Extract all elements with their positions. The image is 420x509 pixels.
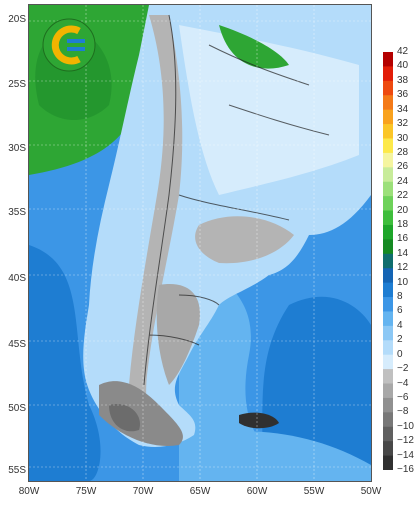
colorbar-segment: [383, 426, 393, 442]
land-pale-north: [179, 25, 359, 195]
lat-label-20s: 20S: [8, 14, 26, 25]
graticule: [29, 5, 371, 481]
colorbar-tick-label: 14: [397, 247, 409, 259]
lon-label-50w: 50W: [360, 486, 382, 497]
colorbar-tick-label: −2: [397, 363, 409, 375]
colorbar-tick-label: −4: [397, 377, 409, 389]
colorbar-segment: [383, 52, 393, 67]
c-logo-icon: [42, 18, 96, 72]
colorbar-segment: [383, 253, 393, 269]
colorbar-tick-label: 6: [397, 305, 403, 317]
colorbar-tick-label: −10: [397, 420, 414, 432]
colorbar-tick-label: 42: [397, 46, 409, 57]
colorbar-segment: [383, 239, 393, 255]
colorbar-segment: [383, 268, 393, 284]
colorbar-tick-label: 0: [397, 348, 403, 360]
colorbar-segment: [383, 354, 393, 370]
ocean-deep-band: [29, 245, 101, 481]
colorbar-tick-label: −14: [397, 449, 414, 461]
colorbar-tick-label: 16: [397, 233, 409, 245]
colorbar-segment: [383, 109, 393, 125]
colorbar-tick-label: 20: [397, 204, 409, 216]
colorbar-tick-label: −6: [397, 391, 409, 403]
colorbar-segment: [383, 369, 393, 385]
colorbar-tick-label: −8: [397, 406, 409, 418]
map-frame: [28, 4, 372, 482]
colorbar-segment: [383, 311, 393, 327]
lat-label-50s: 50S: [8, 403, 26, 414]
gray-south-tip: [99, 381, 183, 446]
colorbar-tick-label: 26: [397, 161, 409, 173]
colorbar-segment: [383, 138, 393, 154]
lat-label-25s: 25S: [8, 79, 26, 90]
colorbar-tick-label: 4: [397, 319, 403, 331]
country-borders: [143, 14, 330, 386]
colorbar-tick-label: 40: [397, 60, 409, 72]
colorbar-tick-label: 12: [397, 262, 409, 274]
ocean-light-south: [189, 431, 371, 481]
land-green-patch: [219, 25, 289, 69]
colorbar: [383, 52, 393, 470]
temperature-map: [29, 5, 371, 481]
colorbar-tick-label: 36: [397, 89, 409, 101]
colorbar-segment: [383, 80, 393, 96]
colorbar-segment: [383, 95, 393, 111]
lon-label-80w: 80W: [18, 486, 40, 497]
gray-pampas-zone: [195, 216, 294, 264]
colorbar-segment: [383, 441, 393, 457]
colorbar-segment: [383, 152, 393, 168]
colorbar-tick-label: 30: [397, 132, 409, 144]
colorbar-segment: [383, 340, 393, 356]
lat-label-55s: 55S: [8, 465, 26, 476]
colorbar-segment: [383, 397, 393, 413]
lon-label-75w: 75W: [75, 486, 97, 497]
lat-label-45s: 45S: [8, 339, 26, 350]
lat-label-40s: 40S: [8, 273, 26, 284]
colorbar-segment: [383, 167, 393, 183]
colorbar-tick-label: 28: [397, 146, 409, 158]
colorbar-tick-label: 10: [397, 276, 409, 288]
colorbar-tick-label: 2: [397, 334, 403, 346]
lon-label-70w: 70W: [132, 486, 154, 497]
lon-label-55w: 55W: [303, 486, 325, 497]
colorbar-segment: [383, 196, 393, 212]
colorbar-tick-label: −12: [397, 435, 414, 447]
colorbar-segment: [383, 383, 393, 399]
colorbar-segment: [383, 297, 393, 312]
gray-patagonia-zone: [156, 284, 200, 385]
colorbar-tick-label: 18: [397, 219, 409, 230]
colorbar-tick-label: −16: [397, 464, 414, 475]
colorbar-segment: [383, 66, 393, 82]
colorbar-tick-label: 32: [397, 118, 409, 130]
colorbar-tick-label: 8: [397, 291, 403, 302]
lat-label-30s: 30S: [8, 143, 26, 154]
lon-label-65w: 65W: [189, 486, 211, 497]
lon-label-60w: 60W: [246, 486, 268, 497]
colorbar-segment: [383, 412, 393, 428]
colorbar-tick-label: 22: [397, 190, 409, 202]
colorbar-segment: [383, 282, 393, 298]
colorbar-segment: [383, 124, 393, 139]
colorbar-segment: [383, 210, 393, 226]
colorbar-tick-label: 24: [397, 175, 409, 187]
lat-label-35s: 35S: [8, 207, 26, 218]
colorbar-tick-label: 38: [397, 74, 409, 86]
gray-andes-band: [128, 15, 183, 443]
colorbar-segment: [383, 224, 393, 240]
colorbar-tick-label: 34: [397, 103, 409, 115]
colorbar-segment: [383, 325, 393, 341]
colorbar-segment: [383, 455, 393, 470]
gray-dark-spot: [109, 404, 140, 432]
falkland-islands: [239, 412, 279, 429]
colorbar-segment: [383, 181, 393, 197]
